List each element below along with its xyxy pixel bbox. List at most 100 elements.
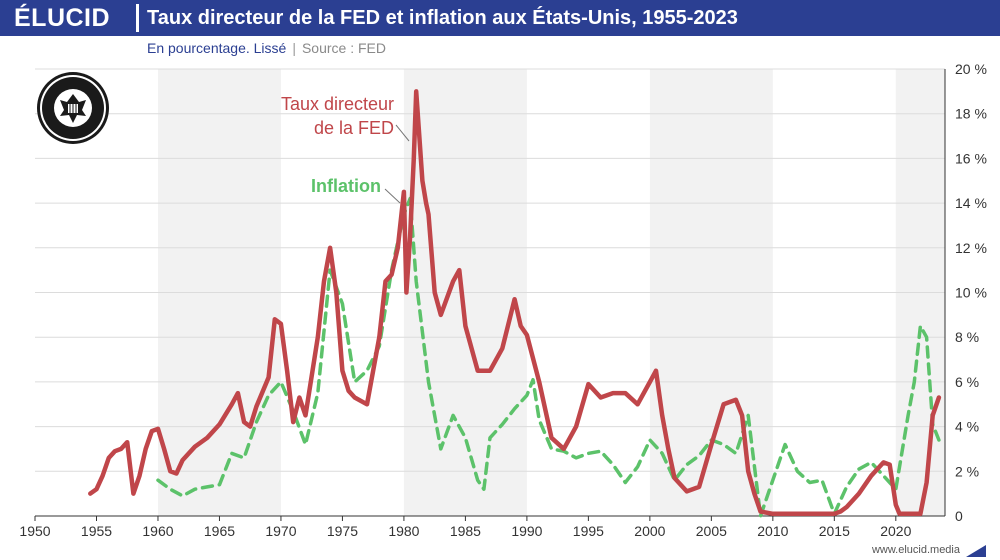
fed-rate-point <box>514 298 516 300</box>
fed-rate-point <box>452 281 454 283</box>
inflation-point <box>612 464 614 466</box>
inflation-point <box>538 419 540 421</box>
inflation-point <box>182 495 184 497</box>
fed-rate-point <box>286 370 288 372</box>
inflation-point <box>686 464 688 466</box>
fed-rate-point <box>932 415 934 417</box>
fed-rate-point <box>538 381 540 383</box>
inflation-point <box>514 408 516 410</box>
fed-rate-point <box>938 397 940 399</box>
fed-rate-point <box>90 493 92 495</box>
inflation-point <box>821 479 823 481</box>
inflation-point <box>637 466 639 468</box>
fed-rate-series-line <box>88 89 942 517</box>
fed-rate-point <box>415 91 417 93</box>
fed-rate-point <box>385 281 387 283</box>
fed-rate-point <box>422 180 424 182</box>
title-divider <box>136 4 139 32</box>
fed-leader-line <box>395 124 410 142</box>
footer-url[interactable]: www.elucid.media <box>871 544 960 556</box>
fed-rate-point <box>403 191 405 193</box>
inflation-point <box>329 269 331 271</box>
fed-rate-point <box>440 314 442 316</box>
inflation-point <box>760 515 762 517</box>
fed-rate-point <box>895 504 897 506</box>
inflation-point <box>231 453 233 455</box>
fed-rate-point <box>231 403 233 405</box>
fed-rate-point <box>858 493 860 495</box>
fed-rate-point <box>268 377 270 379</box>
series-layer <box>88 89 942 518</box>
y-tick-label: 0 <box>955 508 963 524</box>
fed-rate-point <box>194 446 196 448</box>
x-tick-label: 2000 <box>634 523 665 539</box>
inflation-point <box>938 439 940 441</box>
fed-annotation-line2: de la FED <box>314 118 394 138</box>
x-tick-label: 1950 <box>19 523 50 539</box>
inflation-point <box>600 450 602 452</box>
fed-rate-point <box>846 506 848 508</box>
inflation-point <box>342 303 344 305</box>
x-tick-label: 1980 <box>388 523 419 539</box>
fed-rate-point <box>747 471 749 473</box>
inflation-point <box>723 444 725 446</box>
fed-rate-point <box>114 450 116 452</box>
inflation-point <box>735 453 737 455</box>
fed-rate-point <box>176 473 178 475</box>
fed-rate-point <box>551 437 553 439</box>
fed-rate-point <box>458 269 460 271</box>
fed-rate-point <box>926 482 928 484</box>
fed-rate-point <box>624 392 626 394</box>
fed-rate-point <box>735 399 737 401</box>
fed-rate-point <box>182 459 184 461</box>
inflation-point <box>747 415 749 417</box>
header-bar: ÉLUCID Taux directeur de la FED et infla… <box>0 0 1000 36</box>
x-tick-label: 2010 <box>757 523 788 539</box>
y-tick-label: 4 % <box>955 419 979 435</box>
fed-rate-point <box>391 274 393 276</box>
fed-rate-point <box>425 202 427 204</box>
inflation-point <box>354 381 356 383</box>
fed-rate-point <box>397 247 399 249</box>
x-tick-label: 2020 <box>880 523 911 539</box>
fed-rate-point <box>668 448 670 450</box>
fed-rate-point <box>120 448 122 450</box>
fed-rate-point <box>434 292 436 294</box>
inflation-point <box>219 484 221 486</box>
fed-rate-point <box>102 475 104 477</box>
inflation-point <box>305 444 307 446</box>
axis-ticks: 1950 1955 1960 1965 1970 1975 1980 1985 1990 1995… <box>19 61 987 539</box>
fed-rate-point <box>723 403 725 405</box>
brand-logo[interactable]: ÉLUCID <box>14 4 111 32</box>
inflation-point <box>809 482 811 484</box>
inflation-leader-line <box>384 188 401 204</box>
inflation-point <box>588 453 590 455</box>
fed-rate-point <box>526 334 528 336</box>
fed-rate-point <box>323 281 325 283</box>
fed-rate-point <box>163 448 165 450</box>
fed-rate-point <box>274 319 276 321</box>
fed-rate-point <box>520 325 522 327</box>
inflation-point <box>913 381 915 383</box>
fed-rate-point <box>280 323 282 325</box>
fed-rate-point <box>243 421 245 423</box>
inflation-point <box>157 479 159 481</box>
fed-rate-point <box>237 392 239 394</box>
fed-rate-point <box>133 493 135 495</box>
y-tick-label: 6 % <box>955 374 979 390</box>
y-tick-label: 14 % <box>955 195 987 211</box>
fed-rate-point <box>649 381 651 383</box>
fed-rate-point <box>501 348 503 350</box>
x-tick-label: 1995 <box>573 523 604 539</box>
fed-rate-point <box>406 292 408 294</box>
x-tick-label: 1975 <box>327 523 358 539</box>
fed-rate-point <box>754 493 756 495</box>
fed-rate-point <box>772 513 774 515</box>
fed-rate-point <box>870 475 872 477</box>
fed-rate-point <box>899 513 901 515</box>
chart-title: Taux directeur de la FED et inflation au… <box>147 7 738 29</box>
inflation-point <box>920 325 922 327</box>
fed-rate-point <box>96 488 98 490</box>
